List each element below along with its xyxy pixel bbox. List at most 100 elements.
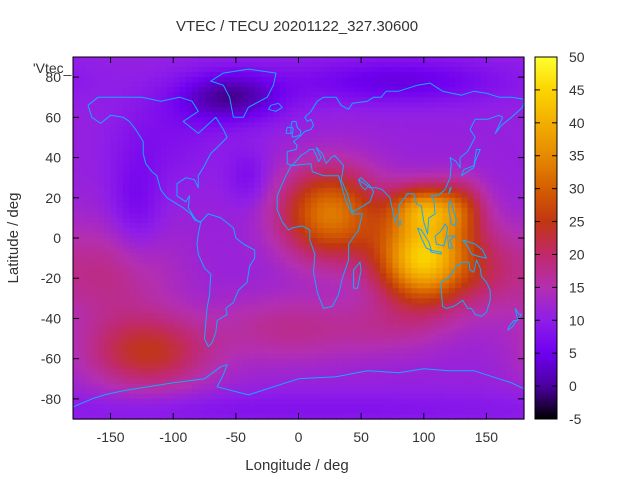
heatmap-cell bbox=[123, 182, 130, 189]
heatmap-cell bbox=[279, 363, 287, 370]
heatmap-cell bbox=[242, 328, 249, 335]
heatmap-cell bbox=[98, 62, 105, 68]
heatmap-cell bbox=[129, 207, 137, 214]
heatmap-cell bbox=[235, 378, 243, 385]
heatmap-cell bbox=[91, 333, 99, 340]
heatmap-cell bbox=[430, 298, 437, 304]
heatmap-cell bbox=[217, 167, 224, 174]
heatmap-cell bbox=[223, 67, 231, 73]
heatmap-cell bbox=[517, 378, 525, 385]
heatmap-cell bbox=[173, 142, 181, 149]
heatmap-cell bbox=[442, 77, 450, 83]
heatmap-cell bbox=[235, 167, 243, 174]
heatmap-cell bbox=[486, 122, 494, 128]
heatmap-cell bbox=[185, 67, 193, 73]
heatmap-cell bbox=[304, 182, 312, 189]
heatmap-cell bbox=[342, 348, 350, 355]
heatmap-cell bbox=[367, 283, 375, 289]
heatmap-cell bbox=[273, 222, 281, 229]
heatmap-cell bbox=[154, 197, 162, 204]
heatmap-cell bbox=[204, 303, 212, 309]
heatmap-cell bbox=[160, 197, 168, 204]
heatmap-cell bbox=[135, 92, 143, 98]
heatmap-cell bbox=[173, 308, 181, 315]
heatmap-cell bbox=[398, 137, 406, 144]
heatmap-cell bbox=[73, 383, 80, 390]
heatmap-cell bbox=[135, 222, 143, 229]
heatmap-cell bbox=[354, 268, 362, 274]
heatmap-cell bbox=[404, 182, 412, 189]
heatmap-cell bbox=[160, 177, 168, 184]
heatmap-cell bbox=[79, 142, 87, 149]
heatmap-cell bbox=[398, 192, 406, 199]
heatmap-cell bbox=[129, 137, 137, 144]
heatmap-cell bbox=[185, 102, 193, 108]
heatmap-cell bbox=[260, 288, 268, 294]
heatmap-cell bbox=[317, 182, 325, 189]
heatmap-cell bbox=[73, 238, 80, 244]
heatmap-cell bbox=[104, 388, 112, 395]
heatmap-cell bbox=[154, 333, 162, 340]
heatmap-cell bbox=[154, 338, 162, 345]
heatmap-cell bbox=[248, 348, 256, 355]
heatmap-cell bbox=[279, 243, 287, 249]
heatmap-cell bbox=[185, 388, 193, 395]
heatmap-cell bbox=[461, 358, 469, 365]
heatmap-cell bbox=[404, 313, 412, 320]
heatmap-cell bbox=[148, 318, 156, 325]
heatmap-cell bbox=[185, 348, 193, 355]
heatmap-cell bbox=[317, 383, 325, 390]
heatmap-cell bbox=[480, 222, 488, 229]
heatmap-cell bbox=[198, 398, 206, 405]
heatmap-cell bbox=[455, 202, 462, 209]
heatmap-cell bbox=[336, 112, 343, 118]
heatmap-cell bbox=[517, 107, 525, 113]
heatmap-cell bbox=[505, 318, 513, 325]
heatmap-cell bbox=[436, 243, 444, 249]
heatmap-cell bbox=[423, 238, 431, 244]
heatmap-cell bbox=[448, 303, 456, 309]
heatmap-cell bbox=[505, 202, 513, 209]
heatmap-cell bbox=[254, 278, 262, 284]
heatmap-cell bbox=[392, 363, 400, 370]
heatmap-cell bbox=[442, 142, 450, 149]
heatmap-cell bbox=[348, 122, 356, 128]
heatmap-cell bbox=[223, 343, 231, 350]
heatmap-cell bbox=[204, 232, 212, 239]
heatmap-cell bbox=[267, 383, 275, 390]
heatmap-cell bbox=[135, 373, 143, 380]
heatmap-cell bbox=[461, 243, 469, 249]
heatmap-cell bbox=[311, 238, 318, 244]
heatmap-cell bbox=[123, 278, 130, 284]
heatmap-cell bbox=[392, 388, 400, 395]
heatmap-cell bbox=[179, 283, 187, 289]
heatmap-cell bbox=[166, 147, 174, 154]
heatmap-cell bbox=[148, 258, 156, 264]
heatmap-cell bbox=[498, 142, 506, 149]
heatmap-cell bbox=[129, 318, 137, 325]
heatmap-cell bbox=[166, 172, 174, 179]
heatmap-cell bbox=[229, 162, 237, 169]
heatmap-cell bbox=[110, 62, 118, 68]
heatmap-cell bbox=[392, 147, 400, 154]
heatmap-cell bbox=[498, 363, 506, 370]
heatmap-cell bbox=[329, 263, 337, 269]
heatmap-cell bbox=[354, 112, 362, 118]
heatmap-cell bbox=[442, 393, 450, 400]
heatmap-cell bbox=[129, 333, 137, 340]
heatmap-cell bbox=[461, 67, 469, 73]
heatmap-cell bbox=[235, 147, 243, 154]
heatmap-cell bbox=[98, 313, 105, 320]
heatmap-cell bbox=[185, 92, 193, 98]
heatmap-cell bbox=[442, 182, 450, 189]
heatmap-cell bbox=[198, 62, 206, 68]
heatmap-cell bbox=[185, 62, 193, 68]
heatmap-cell bbox=[123, 253, 130, 259]
heatmap-cell bbox=[455, 313, 462, 320]
heatmap-cell bbox=[248, 358, 256, 365]
heatmap-cell bbox=[166, 388, 174, 395]
heatmap-cell bbox=[285, 293, 293, 299]
heatmap-cell bbox=[129, 288, 137, 294]
heatmap-cell bbox=[411, 137, 419, 144]
heatmap-cell bbox=[404, 222, 412, 229]
